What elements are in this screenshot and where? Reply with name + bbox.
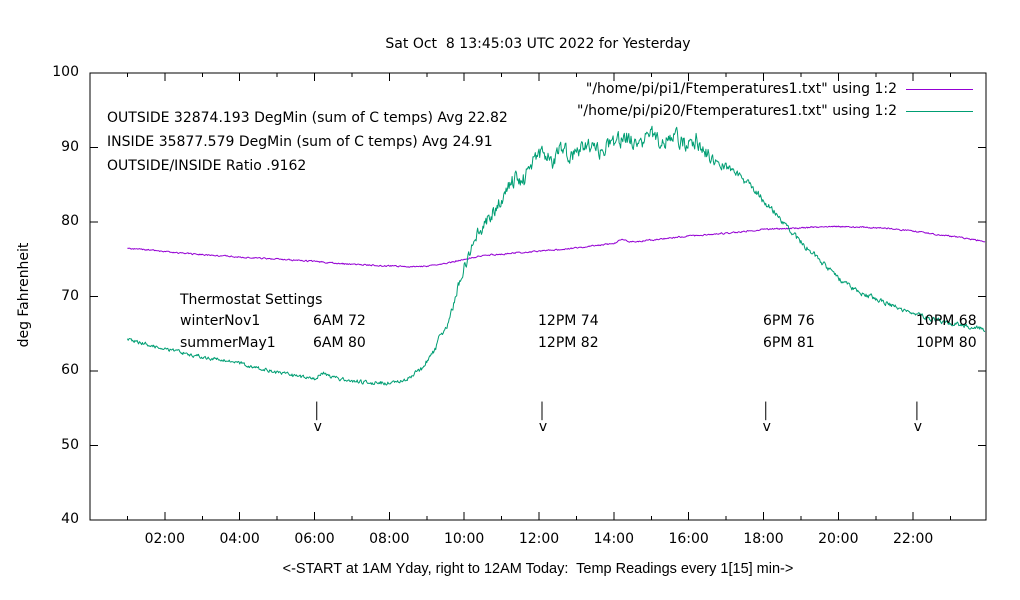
thermostat-cell: 10PM 68 xyxy=(916,313,977,329)
x-axis-label: <-START at 1AM Yday, right to 12AM Today… xyxy=(282,561,794,577)
x-tick-label: 10:00 xyxy=(443,531,485,547)
series-line-inside-pi1 xyxy=(127,225,986,268)
legend-label: "/home/pi/pi20/Ftemperatures1.txt" using… xyxy=(576,103,897,119)
chart-title: Sat Oct 8 13:45:03 UTC 2022 for Yesterda… xyxy=(385,36,691,52)
annotation-line: OUTSIDE 32874.193 DegMin (sum of C temps… xyxy=(107,110,508,126)
annotation-line: OUTSIDE/INSIDE Ratio .9162 xyxy=(107,158,307,174)
legend-line-sample xyxy=(906,88,973,90)
thermostat-cell: 6PM 81 xyxy=(763,335,815,351)
thermostat-cell: 6AM 80 xyxy=(313,335,366,351)
y-tick-label: 90 xyxy=(61,138,79,155)
thermostat-cell: 6AM 72 xyxy=(313,313,366,329)
y-tick-label: 100 xyxy=(52,64,79,80)
x-tick-label: 08:00 xyxy=(369,531,410,547)
x-tick-label: 20:00 xyxy=(818,531,859,547)
thermostat-cell: 12PM 74 xyxy=(538,313,599,329)
arrow-head-v: v xyxy=(763,419,771,435)
arrow-head-v: v xyxy=(314,419,322,435)
legend-label: "/home/pi/pi1/Ftemperatures1.txt" using … xyxy=(585,81,897,97)
thermostat-header: Thermostat Settings xyxy=(180,292,323,308)
y-axis-label: deg Fahrenheit xyxy=(15,242,32,348)
x-tick-label: 16:00 xyxy=(668,531,709,547)
legend-entry: "/home/pi/pi1/Ftemperatures1.txt" using … xyxy=(586,81,973,97)
legend-entry: "/home/pi/pi20/Ftemperatures1.txt" using… xyxy=(577,103,973,119)
x-tick-label: 12:00 xyxy=(518,531,560,547)
thermostat-row-name: winterNov1 xyxy=(180,313,261,329)
thermostat-row-name: summerMay1 xyxy=(180,335,276,351)
x-tick-label: 14:00 xyxy=(593,531,635,547)
y-tick-label: 70 xyxy=(61,287,79,304)
y-tick-label: 60 xyxy=(61,362,79,378)
series-line-outside-pi20 xyxy=(126,125,986,386)
legend-line-sample xyxy=(906,110,973,112)
thermostat-cell: 10PM 80 xyxy=(916,335,977,351)
thermostat-cell: 6PM 76 xyxy=(763,313,815,329)
x-tick-label: 04:00 xyxy=(219,531,260,547)
x-tick-label: 22:00 xyxy=(892,531,934,547)
arrow-head-v: v xyxy=(914,419,922,435)
x-tick-label: 02:00 xyxy=(144,531,186,547)
y-tick-label: 50 xyxy=(61,436,79,453)
y-tick-label: 80 xyxy=(61,213,79,229)
x-tick-label: 18:00 xyxy=(743,531,784,547)
y-tick-label: 40 xyxy=(61,511,79,527)
thermostat-cell: 12PM 82 xyxy=(538,335,599,351)
x-tick-label: 06:00 xyxy=(294,531,335,547)
arrow-head-v: v xyxy=(539,419,547,435)
annotation-line: INSIDE 35877.579 DegMin (sum of C temps)… xyxy=(107,134,493,150)
